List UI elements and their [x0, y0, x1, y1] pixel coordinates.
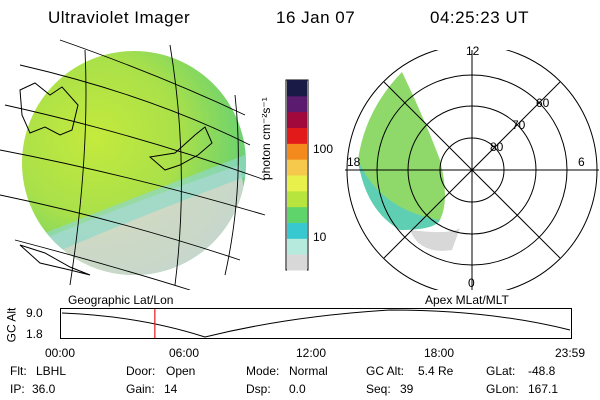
altitude-ytick-low: 1.8 [26, 327, 43, 341]
status-glat-value: -48.8 [528, 364, 556, 378]
status-gcalt-label: GC Alt: [366, 364, 405, 378]
instrument-title: Ultraviolet Imager [48, 8, 191, 27]
colorbar-swatch [287, 143, 307, 160]
time-label: 04:25:23 UT [430, 8, 530, 27]
colorbar-swatch [287, 238, 307, 255]
colorbar-swatch [287, 95, 307, 113]
status-ip-value: 36.0 [32, 382, 56, 396]
altitude-xtick-4: 23:59 [555, 346, 586, 360]
mlt-label-18: 18 [347, 155, 361, 169]
mlt-label-0: 0 [468, 276, 475, 290]
colorbar: photon cm⁻²s⁻¹ [262, 79, 309, 271]
colorbar-swatch [287, 127, 307, 144]
altitude-xtick-3: 18:00 [424, 346, 455, 360]
colorbar-swatch [287, 190, 307, 208]
colorbar-swatch [287, 175, 307, 192]
altitude-ylabel: GC Alt [4, 307, 19, 343]
status-ip-label: IP: [10, 382, 25, 396]
status-dsp-label: Dsp: [246, 382, 271, 396]
polar-mlt-panel [345, 50, 599, 290]
status-dsp-value: 0.0 [289, 382, 306, 396]
status-glon-label: GLon: [486, 382, 519, 396]
status-seq-value: 39 [400, 382, 414, 396]
apex-caption: Apex MLat/MLT [425, 293, 509, 307]
status-door-value: Open [166, 364, 196, 378]
altitude-xtick-2: 12:00 [296, 346, 327, 360]
mlat-label-60: 60 [536, 96, 550, 110]
colorbar-swatch [287, 159, 307, 176]
colorbar-unit-label: photon cm⁻²s⁻¹ [262, 97, 273, 180]
status-gcalt-value: 5.4 Re [418, 364, 454, 378]
status-flt-value: LBHL [36, 364, 67, 378]
mlt-label-6: 6 [578, 155, 585, 169]
mlat-label-70: 70 [512, 118, 526, 132]
altitude-ytick-high: 9.0 [26, 306, 43, 320]
colorbar-swatches [287, 80, 307, 271]
status-gain-value: 14 [164, 382, 178, 396]
status-door-label: Door: [126, 364, 156, 378]
status-glat-label: GLat: [486, 364, 516, 378]
status-gain-label: Gain: [126, 382, 155, 396]
colorbar-swatch [287, 111, 307, 128]
status-flt-label: Flt: [10, 364, 27, 378]
geographic-caption: Geographic Lat/Lon [68, 293, 174, 307]
status-glon-value: 167.1 [528, 382, 559, 396]
status-mode-label: Mode: [246, 364, 280, 378]
altitude-xtick-1: 06:00 [169, 346, 200, 360]
colorbar-tick-100: 100 [313, 142, 334, 156]
mlat-label-80: 80 [490, 140, 504, 154]
date-label: 16 Jan 07 [276, 8, 356, 27]
altitude-plot [60, 308, 572, 339]
colorbar-swatch [287, 222, 307, 239]
colorbar-tick-10: 10 [313, 230, 327, 244]
mlt-label-12: 12 [466, 44, 480, 58]
altitude-xtick-0: 00:00 [45, 346, 76, 360]
colorbar-swatch [287, 254, 307, 271]
status-mode-value: Normal [289, 364, 328, 378]
geographic-image-panel [0, 39, 266, 290]
colorbar-swatch [287, 206, 307, 223]
colorbar-swatch [287, 80, 307, 97]
status-seq-label: Seq: [366, 382, 391, 396]
